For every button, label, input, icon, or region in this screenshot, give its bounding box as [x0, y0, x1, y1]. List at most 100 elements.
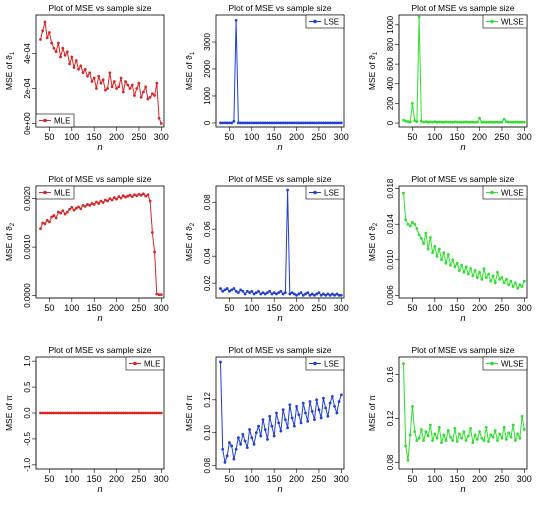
data-point	[511, 285, 515, 288]
data-point	[500, 120, 504, 124]
data-point	[295, 121, 298, 125]
data-point	[281, 121, 285, 125]
data-point	[48, 411, 51, 415]
data-point	[230, 121, 234, 125]
data-point	[221, 447, 225, 451]
data-point	[257, 289, 260, 293]
y-tick-label: 0.12	[386, 410, 395, 426]
legend-label: MLE	[54, 189, 70, 198]
x-tick-label: 200	[472, 303, 487, 313]
series-line	[220, 20, 342, 124]
data-point	[304, 411, 307, 415]
plot-frame	[398, 185, 528, 299]
data-point	[88, 203, 92, 207]
data-point	[304, 121, 307, 125]
data-point	[239, 442, 243, 446]
legend-box	[35, 185, 75, 200]
x-tick-label: 300	[154, 474, 169, 484]
chart-title: Plot of MSE vs sample size	[49, 174, 152, 184]
data-point	[440, 258, 443, 262]
data-point	[469, 267, 473, 271]
data-point	[270, 121, 274, 125]
data-point	[41, 411, 45, 415]
legend-label: MLE	[144, 360, 160, 369]
data-point	[61, 46, 65, 50]
data-point	[335, 121, 339, 125]
data-point	[471, 441, 475, 445]
data-point	[333, 405, 337, 408]
data-point	[277, 421, 281, 425]
data-point	[266, 291, 269, 295]
data-point	[330, 121, 334, 125]
data-point	[324, 293, 328, 297]
x-tick-label: 150	[87, 474, 102, 484]
data-point	[119, 196, 123, 200]
data-point	[241, 433, 245, 436]
data-point	[128, 411, 132, 415]
data-point	[106, 87, 110, 90]
data-point	[146, 411, 150, 415]
data-point	[337, 293, 341, 297]
legend-box	[125, 356, 165, 371]
data-point	[424, 120, 428, 123]
y-tick-label: 0.12	[203, 391, 212, 407]
data-point	[406, 120, 410, 123]
data-point	[408, 224, 412, 228]
data-point	[72, 411, 76, 415]
data-point	[502, 281, 506, 285]
data-point	[290, 291, 294, 295]
data-point	[437, 425, 441, 429]
data-point	[92, 76, 96, 80]
data-point	[326, 414, 330, 418]
data-point	[88, 411, 92, 415]
data-point	[328, 121, 332, 125]
data-point	[310, 409, 314, 413]
data-point	[317, 121, 321, 125]
data-point	[498, 120, 502, 124]
data-point	[428, 236, 432, 239]
data-point	[95, 87, 98, 90]
data-point	[230, 444, 234, 448]
data-point	[480, 120, 484, 124]
data-point	[157, 293, 161, 297]
legend: LSE	[305, 185, 345, 200]
data-point	[155, 81, 159, 85]
data-point	[112, 411, 116, 415]
data-point	[411, 102, 414, 105]
data-point	[239, 121, 243, 125]
data-point	[157, 411, 161, 415]
data-point	[286, 426, 290, 430]
series-line	[403, 363, 525, 461]
data-point	[99, 411, 103, 415]
y-axis-label: MSE of π	[184, 395, 194, 431]
y-tick-label: 0	[386, 120, 395, 125]
data-point	[45, 411, 49, 415]
data-point	[115, 411, 118, 415]
data-point	[95, 200, 98, 204]
data-point	[228, 441, 231, 445]
data-point	[219, 121, 222, 125]
x-tick-label: 50	[44, 132, 54, 142]
data-point	[464, 265, 468, 269]
data-point	[308, 400, 312, 403]
data-point	[234, 289, 238, 293]
data-point	[146, 97, 150, 101]
series-line	[220, 361, 342, 463]
y-tick-label: 0.02	[203, 275, 212, 291]
y-axis-label-subscript: 2	[10, 222, 16, 226]
series-group	[219, 18, 343, 125]
data-point	[68, 411, 71, 415]
legend-marker	[133, 361, 137, 366]
x-tick-label: 200	[472, 132, 487, 142]
data-point	[139, 95, 143, 99]
legend-box	[305, 185, 345, 200]
data-point	[433, 245, 437, 248]
data-point	[83, 67, 87, 71]
data-point	[411, 405, 414, 408]
data-point	[475, 120, 479, 124]
data-point	[290, 416, 294, 420]
series-group	[219, 360, 343, 464]
data-point	[252, 121, 256, 125]
data-point	[261, 291, 265, 295]
data-point	[88, 71, 92, 75]
